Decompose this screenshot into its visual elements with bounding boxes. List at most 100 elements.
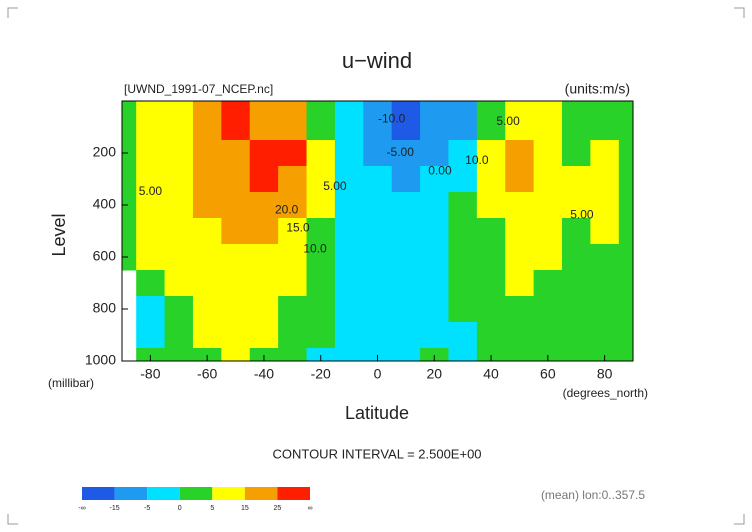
field-cell <box>533 296 563 323</box>
field-cell <box>420 192 449 219</box>
contour-label: 5.00 <box>139 184 163 198</box>
field-cell <box>363 348 393 361</box>
y-tick-label: 1000 <box>85 352 116 368</box>
field-cell <box>476 322 506 349</box>
field-cell <box>420 322 449 349</box>
field-cell <box>192 218 222 245</box>
field-cell <box>448 270 478 297</box>
field-cell <box>562 166 591 193</box>
field-cell <box>590 218 620 245</box>
field-cell <box>505 166 535 193</box>
field-cell <box>420 140 449 167</box>
field-cell <box>363 296 393 323</box>
field-cell <box>278 270 308 297</box>
contour-label: 15.0 <box>286 221 310 235</box>
field-cell <box>533 192 563 219</box>
field-cell <box>278 101 308 141</box>
contour-label: -10.0 <box>378 111 406 125</box>
field-cell <box>391 322 421 349</box>
field-cell <box>221 218 251 245</box>
field-cell <box>164 192 194 219</box>
field-cell <box>249 296 279 323</box>
field-cell <box>590 140 620 167</box>
field-cell <box>363 270 393 297</box>
contour-label: 0.00 <box>428 163 452 177</box>
field-cell <box>278 166 308 193</box>
field-cell <box>590 244 620 271</box>
x-tick-label: -80 <box>140 366 160 382</box>
field-cell <box>505 244 535 271</box>
field-cell <box>590 348 620 361</box>
field-cell <box>562 270 591 297</box>
field-cell <box>476 192 506 219</box>
field-cell <box>391 192 421 219</box>
x-tick-label: 40 <box>483 366 499 382</box>
field-cell <box>221 296 251 323</box>
field-cell <box>334 101 364 141</box>
field-cell <box>505 140 535 167</box>
field-cell <box>533 101 563 141</box>
field-cell <box>562 244 591 271</box>
field-cell <box>391 166 421 193</box>
field-cell <box>476 348 506 361</box>
x-tick-label: 80 <box>597 366 613 382</box>
field-cell <box>192 244 222 271</box>
field-cell <box>476 140 506 167</box>
field-cell <box>278 348 308 361</box>
field-cell <box>448 218 478 245</box>
field-cell <box>136 140 166 167</box>
y-tick-label: 600 <box>93 248 117 264</box>
field-cell <box>136 322 166 349</box>
field-cell <box>533 140 563 167</box>
field-cell <box>249 218 279 245</box>
field-cell <box>192 322 222 349</box>
field-cell <box>278 322 308 349</box>
field-cell <box>533 270 563 297</box>
field-cell <box>476 101 506 141</box>
field-cell <box>562 322 591 349</box>
field-cell <box>192 270 222 297</box>
field-cell <box>221 101 251 141</box>
colorbar-swatch <box>147 487 180 500</box>
field-cell <box>420 218 449 245</box>
field-cell <box>590 192 620 219</box>
field-cell <box>192 166 222 193</box>
colorbar-label: -5 <box>144 505 150 512</box>
contour-label: 10.0 <box>465 153 489 167</box>
field-cell <box>334 270 364 297</box>
field-cell <box>122 101 137 141</box>
field-cell <box>278 244 308 271</box>
field-cell <box>533 244 563 271</box>
y-axis-unit: (millibar) <box>48 376 94 390</box>
field-cell <box>306 348 336 361</box>
field-cell <box>221 322 251 349</box>
field-cell <box>164 296 194 323</box>
corner-mark <box>734 7 745 18</box>
field-cell <box>505 322 535 349</box>
field-cell <box>590 166 620 193</box>
field-cell <box>136 296 166 323</box>
field-cell <box>448 166 478 193</box>
field-cell <box>136 348 166 361</box>
y-tick-label: 200 <box>93 144 117 160</box>
field-cell <box>590 270 620 297</box>
field-cell <box>334 296 364 323</box>
contour-label: 10.0 <box>303 241 327 255</box>
field-cell <box>164 140 194 167</box>
colorbar-label: -∞ <box>78 505 85 512</box>
field-cell <box>249 244 279 271</box>
field-cell <box>391 218 421 245</box>
field-cell <box>136 101 166 141</box>
field-cell <box>334 244 364 271</box>
corner-mark <box>734 514 745 525</box>
field-cell <box>306 218 336 245</box>
field-cell <box>562 101 591 141</box>
field-cell <box>533 322 563 349</box>
field-cell <box>562 296 591 323</box>
field-cell <box>334 322 364 349</box>
colorbar-label: 0 <box>178 505 182 512</box>
field-cell <box>448 296 478 323</box>
colorbar-label: 25 <box>274 505 282 512</box>
field-cell <box>164 101 194 141</box>
field-cell <box>221 140 251 167</box>
